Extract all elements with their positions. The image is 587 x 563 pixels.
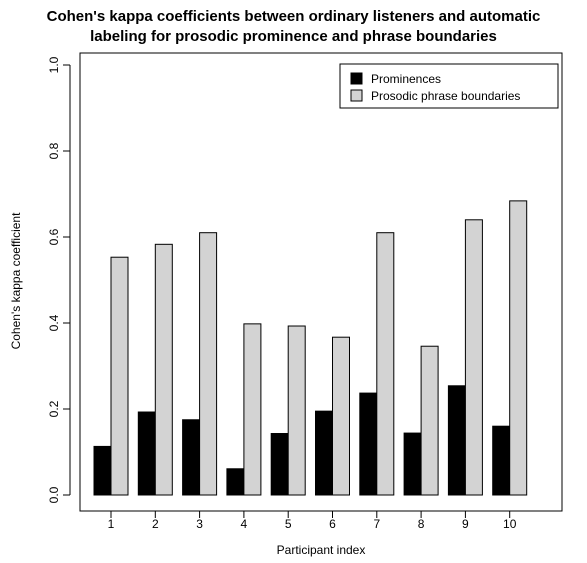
bar-prominences-9 xyxy=(447,385,466,496)
y-tick-label: 1.0 xyxy=(47,56,61,73)
bar-prominences-6 xyxy=(315,410,333,496)
x-axis-label: Participant index xyxy=(277,543,366,557)
y-tick-label: 0.2 xyxy=(47,400,61,417)
bar-phrase-boundaries-10 xyxy=(509,200,528,496)
x-axis: 1 2 3 4 5 6 7 8 9 10 xyxy=(108,510,517,531)
bar-prominences-8 xyxy=(403,432,422,496)
x-tick-label: 6 xyxy=(329,517,336,531)
x-tick-label: 3 xyxy=(196,517,203,531)
legend: Prominences Prosodic phrase boundaries xyxy=(339,63,559,109)
bar-phrase-boundaries-5 xyxy=(287,325,306,496)
bar-phrase-boundaries-2 xyxy=(154,243,173,496)
x-tick-label: 7 xyxy=(373,517,380,531)
bars xyxy=(93,200,528,496)
legend-box xyxy=(339,63,559,109)
bar-prominences-5 xyxy=(270,433,289,496)
x-tick-label: 4 xyxy=(241,517,248,531)
bar-prominences-1 xyxy=(93,445,112,496)
x-tick-label: 1 xyxy=(108,517,115,531)
x-tick-label: 5 xyxy=(285,517,292,531)
bar-phrase-boundaries-8 xyxy=(420,345,439,496)
bar-prominences-4 xyxy=(226,468,245,496)
bar-phrase-boundaries-7 xyxy=(376,232,395,496)
y-tick-label: 0.0 xyxy=(47,486,61,503)
y-axis: 0.0 0.2 0.4 0.6 0.8 1.0 xyxy=(47,56,71,503)
x-tick-label: 10 xyxy=(503,517,517,531)
legend-swatch xyxy=(350,72,363,85)
y-axis-label: Cohen's kappa coefficient xyxy=(9,212,23,349)
chart-title-line-2: labeling for prosodic prominence and phr… xyxy=(90,28,497,45)
bar-phrase-boundaries-1 xyxy=(110,256,129,496)
bar-prominences-7 xyxy=(359,392,378,496)
x-tick-label: 8 xyxy=(418,517,425,531)
bar-phrase-boundaries-9 xyxy=(464,219,483,496)
x-tick-label: 2 xyxy=(152,517,159,531)
bar-phrase-boundaries-4 xyxy=(243,323,262,496)
x-tick-label: 9 xyxy=(462,517,469,531)
bar-phrase-boundaries-6 xyxy=(332,336,350,496)
bar-prominences-2 xyxy=(137,411,156,496)
y-tick-label: 0.8 xyxy=(47,142,61,159)
y-tick-label: 0.4 xyxy=(47,314,61,331)
bar-prominences-10 xyxy=(492,425,511,496)
bar-phrase-boundaries-3 xyxy=(199,232,218,496)
chart-title-line-1: Cohen's kappa coefficients between ordin… xyxy=(47,8,541,25)
legend-label: Prosodic phrase boundaries xyxy=(371,89,520,103)
legend-label: Prominences xyxy=(371,72,441,86)
legend-swatch xyxy=(350,89,363,102)
bar-prominences-3 xyxy=(182,419,201,496)
y-tick-label: 0.6 xyxy=(47,228,61,245)
